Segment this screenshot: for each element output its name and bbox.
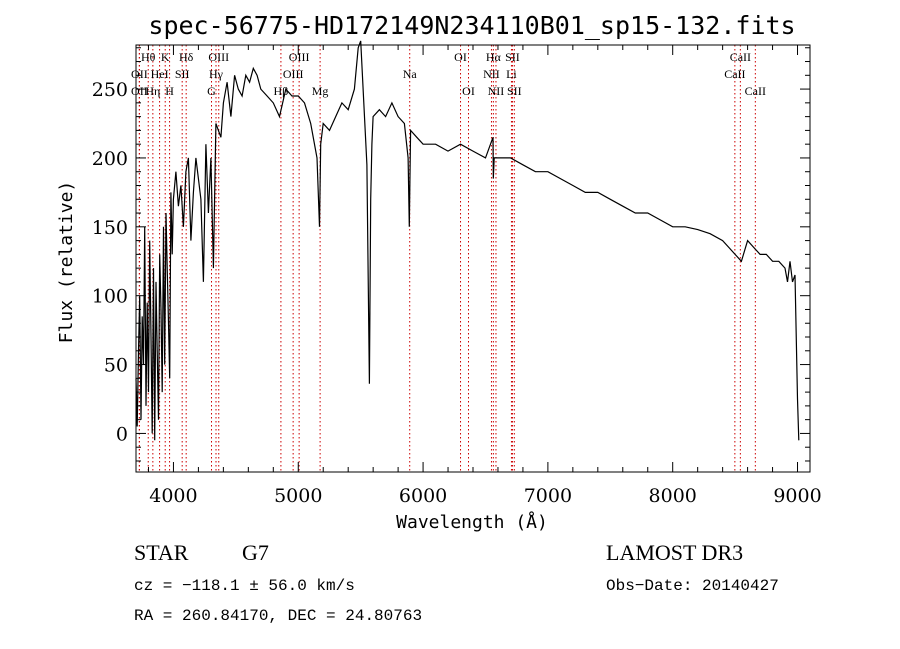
- x-tick-label: 7000: [524, 485, 572, 507]
- spectral-line-label: SII: [175, 67, 190, 81]
- y-tick-label: 250: [92, 79, 128, 101]
- spectral-line-label: OIII: [208, 50, 229, 64]
- spectral-line-label: NII: [488, 84, 505, 98]
- spectral-line-label: H: [165, 84, 174, 98]
- x-tick-label: 5000: [274, 485, 322, 507]
- subclass: G7: [242, 540, 269, 565]
- spectral-line-label: OIII: [289, 50, 310, 64]
- x-axis-ticks: 4000 5000 6000 7000 8000 9000: [147, 45, 822, 507]
- spectral-line-label: NII: [483, 67, 500, 81]
- spectral-line-label: Li: [506, 67, 517, 81]
- y-tick-label: 50: [104, 355, 128, 377]
- spectral-line-label: OI: [454, 50, 467, 64]
- spectral-line-label: OII: [131, 67, 148, 81]
- spectral-line-label: CaII: [730, 50, 751, 64]
- y-tick-label: 100: [92, 286, 128, 308]
- chart-title: spec-56775-HD172149N234110B01_sp15-132.f…: [148, 11, 795, 40]
- spectral-line-label: Hα: [486, 50, 502, 64]
- y-tick-label: 0: [116, 423, 128, 445]
- spectral-line-label: Hγ: [209, 67, 224, 81]
- spectral-line-label: G: [207, 84, 216, 98]
- spectral-line-label: SII: [505, 50, 520, 64]
- spectral-line-label: Hδ: [179, 50, 194, 64]
- spectral-line-label: OI: [462, 84, 475, 98]
- spectral-line-markers: [138, 45, 756, 472]
- x-tick-label: 8000: [649, 485, 697, 507]
- spectral-line-label: Na: [403, 67, 418, 81]
- y-axis-ticks: 0 50 100 150 200 250: [92, 47, 810, 462]
- spectral-line-label: Hη: [145, 84, 160, 98]
- observation-date: Obs−Date: 20140427: [606, 577, 779, 595]
- x-tick-label: 4000: [149, 485, 197, 507]
- spectral-line-label: Mg: [312, 84, 329, 98]
- redshift-cz: cz = −118.1 ± 56.0 km/s: [134, 577, 355, 595]
- spectral-line-label: CaII: [724, 67, 745, 81]
- x-tick-label: 6000: [399, 485, 447, 507]
- spectral-line-label: HeI: [151, 67, 169, 81]
- spectral-line-label: CaII: [745, 84, 766, 98]
- x-axis-label: Wavelength (Å): [396, 511, 548, 533]
- x-tick-label: 9000: [773, 485, 821, 507]
- y-axis-label: Flux (relative): [56, 181, 77, 344]
- sky-coordinates: RA = 260.84170, DEC = 24.80763: [134, 607, 422, 625]
- object-class: STAR: [134, 540, 189, 565]
- spectral-line-label: OIII: [283, 67, 304, 81]
- y-tick-label: 150: [92, 217, 128, 239]
- spectral-line-label: Hθ: [141, 50, 156, 64]
- y-tick-label: 200: [92, 148, 128, 170]
- spectral-line-label: K: [161, 50, 170, 64]
- survey-name: LAMOST DR3: [606, 540, 743, 565]
- spectrum-series-line: [135, 40, 800, 441]
- spectral-line-label: OII: [131, 84, 148, 98]
- plot-frame: [135, 44, 811, 473]
- spectral-line-label: SII: [507, 84, 522, 98]
- spectral-line-label: Hβ: [274, 84, 289, 98]
